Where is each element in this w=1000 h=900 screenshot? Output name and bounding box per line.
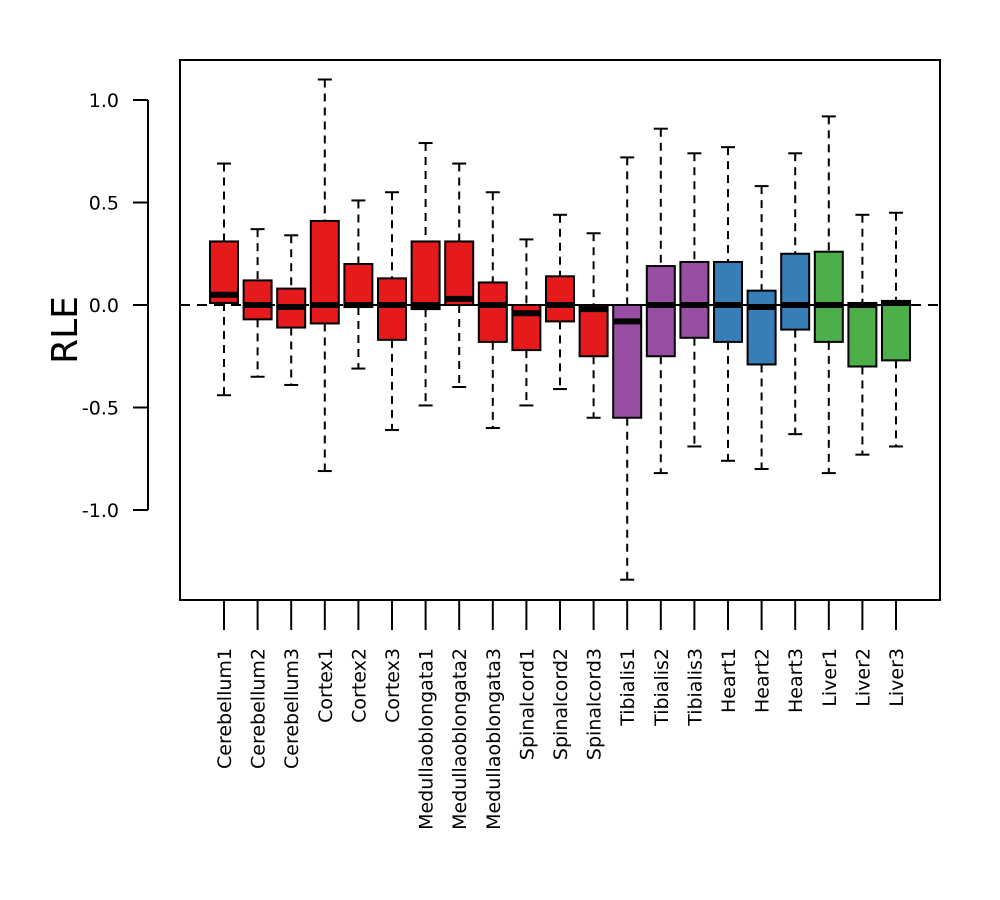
box-iqr [242, 279, 273, 321]
box-iqr [847, 301, 878, 368]
box-iqr [377, 277, 407, 341]
y-tick-label: 0.0 [89, 295, 119, 317]
x-tick-label: Spinalcord1 [516, 648, 538, 760]
box-iqr [746, 289, 777, 366]
y-tick-label: 1.0 [89, 90, 119, 112]
x-tick-label: Spinalcord3 [584, 648, 606, 760]
x-tick-label: Medullaoblongata3 [483, 648, 505, 830]
x-tick-label: Liver3 [886, 648, 908, 707]
box-Spinalcord1 [511, 238, 542, 407]
x-tick-label: Tibialis2 [651, 648, 673, 727]
box-iqr [645, 265, 676, 358]
box-Cerebellum1 [209, 162, 239, 397]
x-tick-label: Tibialis3 [684, 648, 706, 727]
box-Cortex1 [309, 78, 340, 473]
box-iqr [309, 219, 340, 325]
box-Heart3 [780, 152, 811, 436]
x-tick-label: Heart1 [718, 648, 740, 713]
y-tick-label: 0.5 [89, 193, 119, 215]
plot-area [180, 78, 940, 581]
box-Cerebellum3 [276, 234, 307, 386]
box-Heart2 [746, 185, 777, 470]
box-Medullaoblongata3 [477, 191, 508, 429]
y-tick-label: -0.5 [82, 398, 119, 420]
box-iqr [578, 304, 609, 358]
x-tick-label: Heart2 [752, 648, 774, 713]
x-tick-label: Cortex3 [382, 648, 404, 723]
box-Liver1 [813, 115, 844, 475]
box-Liver3 [881, 211, 911, 448]
x-tick-label: Liver2 [852, 648, 874, 707]
x-tick-label: Cortex1 [315, 648, 337, 723]
box-Cortex2 [343, 199, 374, 370]
box-iqr [410, 240, 441, 311]
box-iqr [713, 260, 743, 343]
box-iqr [780, 252, 811, 331]
box-iqr [477, 281, 508, 343]
x-tick-label: Tibialis1 [617, 648, 639, 727]
box-Tibialis1 [612, 156, 643, 581]
box-Spinalcord3 [578, 232, 609, 419]
box-Liver2 [847, 213, 878, 456]
y-axis: 1.0 0.5 0.0 -0.5 -1.0 [82, 90, 149, 522]
x-tick-label: Cerebellum3 [281, 648, 303, 769]
x-tick-label: Spinalcord2 [550, 648, 572, 760]
x-tick-label: Cerebellum2 [248, 648, 270, 769]
plot-frame [179, 59, 941, 601]
box-Medullaoblongata2 [444, 162, 475, 388]
x-axis: Cerebellum1 Cerebellum2 Cerebellum3 Cortex1… [214, 600, 908, 830]
x-tick-label: Cerebellum1 [214, 648, 236, 769]
x-tick-label: Medullaoblongata2 [449, 648, 471, 830]
box-iqr [813, 250, 844, 343]
box-iqr [444, 240, 475, 306]
box-iqr [679, 260, 710, 339]
box-Tibialis3 [679, 152, 710, 448]
x-tick-label: Liver1 [819, 648, 841, 707]
y-axis-label: RLE [45, 296, 86, 364]
x-tick-label: Heart3 [785, 648, 807, 713]
box-iqr [343, 263, 374, 309]
box-iqr [881, 299, 911, 362]
x-tick-label: Medullaoblongata1 [416, 648, 438, 830]
box-Heart1 [713, 146, 743, 462]
box-Medullaoblongata1 [410, 142, 441, 407]
box-iqr [545, 275, 575, 323]
y-tick-label: -1.0 [82, 500, 119, 522]
box-Cerebellum2 [242, 228, 273, 378]
x-tick-label: Cortex2 [348, 648, 370, 723]
